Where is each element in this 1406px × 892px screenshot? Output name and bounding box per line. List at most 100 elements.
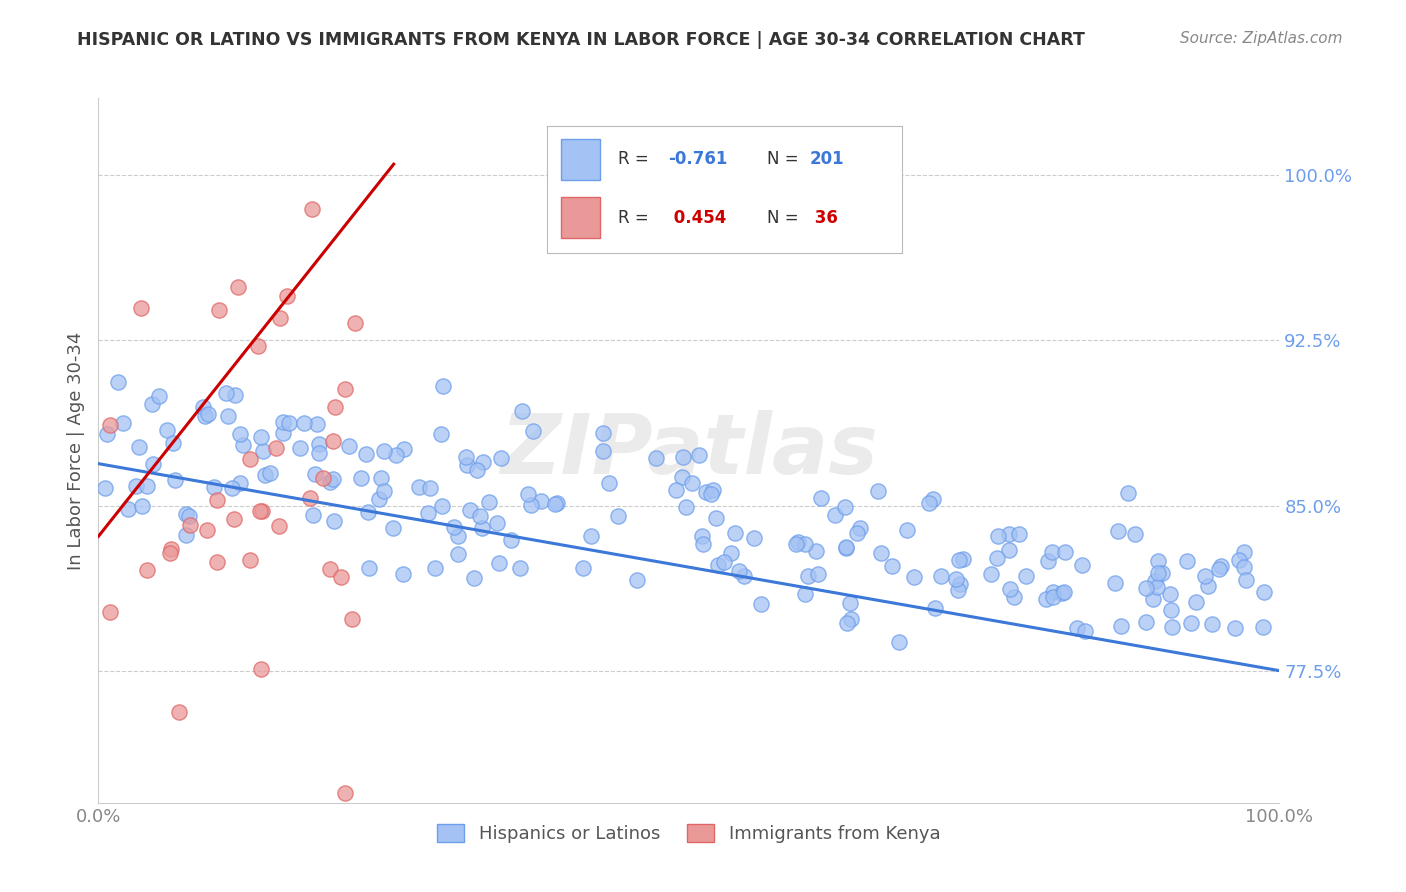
Point [107, 885, 129, 892]
Point [298, 491, 321, 505]
Point [924, 601, 946, 615]
Point [1160, 603, 1182, 617]
Point [700, 487, 723, 501]
Point [948, 583, 970, 598]
Point [488, 556, 510, 570]
Point [797, 569, 820, 583]
Point [266, 441, 288, 455]
Point [671, 470, 693, 484]
Point [271, 426, 294, 441]
Point [1074, 624, 1097, 638]
Point [458, 503, 481, 517]
Point [1201, 617, 1223, 632]
Point [665, 483, 688, 498]
Point [302, 508, 325, 522]
Point [1211, 559, 1233, 574]
Point [1050, 585, 1073, 599]
Point [1042, 590, 1064, 604]
Point [520, 498, 543, 512]
Point [1040, 545, 1063, 559]
Point [787, 535, 810, 549]
Point [252, 444, 274, 458]
Point [1150, 566, 1173, 580]
Point [288, 441, 311, 455]
Point [1197, 579, 1219, 593]
Point [205, 556, 228, 570]
Point [221, 481, 243, 495]
Point [1052, 584, 1074, 599]
Point [179, 517, 201, 532]
Point [429, 427, 451, 442]
Point [350, 470, 373, 484]
Point [253, 467, 276, 482]
Point [690, 529, 713, 543]
Point [329, 569, 352, 583]
Point [1107, 524, 1129, 539]
Point [572, 561, 595, 575]
Point [277, 416, 299, 430]
Point [465, 463, 488, 477]
Point [162, 436, 184, 450]
Point [432, 500, 454, 514]
Point [373, 483, 395, 498]
Point [1008, 526, 1031, 541]
Text: HISPANIC OR LATINO VS IMMIGRANTS FROM KENYA IN LABOR FORCE | AGE 30-34 CORRELATI: HISPANIC OR LATINO VS IMMIGRANTS FROM KE… [77, 31, 1085, 49]
Point [1035, 591, 1057, 606]
Point [845, 525, 868, 540]
Point [948, 553, 970, 567]
Point [131, 499, 153, 513]
Point [456, 458, 478, 472]
Point [1135, 615, 1157, 629]
Point [835, 541, 858, 556]
Point [443, 520, 465, 534]
Point [824, 508, 846, 523]
Point [510, 403, 533, 417]
Point [463, 571, 485, 585]
Point [1234, 573, 1257, 587]
Point [903, 570, 925, 584]
Point [1233, 545, 1256, 559]
Point [1147, 554, 1170, 568]
Point [1161, 619, 1184, 633]
Point [250, 662, 273, 676]
Point [304, 467, 326, 481]
Point [1142, 592, 1164, 607]
Point [271, 415, 294, 429]
Point [215, 386, 238, 401]
Point [319, 475, 342, 489]
Point [1223, 621, 1246, 635]
Point [1251, 620, 1274, 634]
Point [343, 316, 366, 330]
Point [416, 506, 439, 520]
Y-axis label: In Labor Force | Age 30-34: In Labor Force | Age 30-34 [66, 331, 84, 570]
Point [887, 635, 910, 649]
Point [1002, 591, 1025, 605]
Point [1159, 587, 1181, 601]
Point [724, 526, 747, 541]
Point [269, 311, 291, 326]
Point [509, 561, 531, 575]
Point [1175, 553, 1198, 567]
Point [489, 450, 512, 465]
Point [292, 417, 315, 431]
Point [839, 596, 862, 610]
Point [98, 417, 121, 432]
Point [1144, 574, 1167, 589]
Point [1135, 581, 1157, 595]
Point [1116, 486, 1139, 500]
Point [581, 529, 603, 543]
Point [226, 280, 249, 294]
Point [356, 505, 378, 519]
Point [675, 500, 697, 514]
Point [1000, 582, 1022, 596]
Point [592, 444, 614, 458]
Point [381, 521, 404, 535]
Point [499, 533, 522, 547]
Point [866, 484, 889, 499]
Point [217, 409, 239, 424]
Point [1111, 618, 1133, 632]
Point [148, 389, 170, 403]
Point [592, 425, 614, 440]
Point [598, 476, 620, 491]
Point [129, 301, 152, 315]
